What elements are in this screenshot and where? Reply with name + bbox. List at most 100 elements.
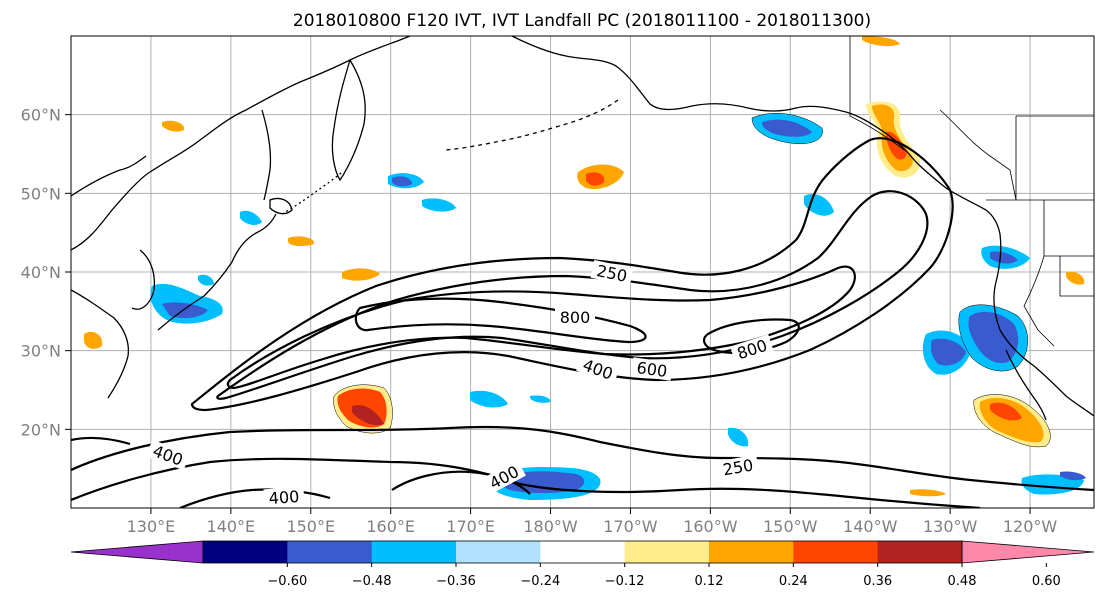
shade-blob: [1060, 471, 1086, 481]
colorbar-tick-label: 0.36: [863, 574, 892, 589]
lon-tick-label: 170°E: [446, 517, 495, 536]
contour-400-hawaii: [391, 470, 531, 495]
border-states: [1023, 200, 1094, 347]
lon-tick-label: 150°W: [763, 517, 818, 536]
colorbar-tick-label: 0.48: [948, 574, 977, 589]
colorbar-swatch: [456, 541, 541, 563]
contour-label: 800: [560, 308, 591, 327]
shade-blob: [162, 302, 208, 318]
shade-blob: [530, 395, 551, 403]
colorbar-tick-label: −0.36: [436, 574, 476, 589]
colorbar-tick-label: −0.24: [520, 574, 560, 589]
lon-tick-label: 130°E: [127, 517, 176, 536]
shade-blob: [342, 268, 380, 281]
colorbar-swatch: [371, 541, 457, 563]
latitude-axis: 20°N 30°N 40°N 50°N 60°N: [21, 106, 71, 439]
lon-tick-label: 140°W: [843, 517, 898, 536]
coast-japan: [157, 213, 277, 331]
coast-na-west: [993, 233, 1094, 417]
lat-tick-label: 40°N: [21, 263, 61, 282]
border-provinces: [1015, 115, 1094, 200]
coast-japan-hokkaido: [269, 197, 293, 215]
longitude-axis: 130°E 140°E 150°E 160°E 170°E 180°W 170°W 160°W…: [127, 508, 1058, 536]
political-borders: [849, 36, 1094, 347]
figure-title: 2018010800 F120 IVT, IVT Landfall PC (20…: [293, 11, 871, 31]
coast-kuril: [281, 171, 343, 215]
contour-600: [226, 265, 856, 390]
colorbar-swatch: [203, 541, 288, 563]
contour-label-bg: [263, 486, 305, 508]
shade-blob: [910, 489, 946, 497]
contour-800-east: [703, 318, 800, 354]
shade-blob: [586, 172, 605, 186]
coast-aleutians: [445, 99, 619, 151]
lon-tick-label: 170°W: [603, 517, 658, 536]
pc-shading: [84, 36, 1086, 500]
colorbar-tick-label: 0.24: [779, 574, 808, 589]
lon-tick-label: 140°E: [207, 517, 256, 536]
colorbar-extend-low: [70, 540, 204, 564]
shade-blob: [288, 236, 315, 247]
contour-wnp-small: [71, 436, 131, 446]
border-bc-alberta: [939, 109, 1017, 201]
contour-800-west: [354, 297, 647, 344]
shade-blob: [762, 119, 812, 137]
colorbar-swatch: [624, 541, 710, 563]
colorbar-tick-label: 0.12: [695, 574, 724, 589]
colorbar-tick-label: −0.12: [605, 574, 645, 589]
coast-sakhalin: [261, 109, 272, 201]
shade-blob: [240, 210, 262, 225]
coastlines: [71, 36, 1094, 421]
colorbar-swatch: [287, 541, 373, 563]
contour-label-bg: [630, 357, 674, 381]
shade-blob: [84, 331, 103, 349]
contour-label-bg: [730, 334, 774, 364]
contour-label-bg: [590, 260, 634, 286]
colorbar-swatch: [709, 541, 794, 563]
shade-blob: [930, 338, 966, 366]
coast-baja: [1005, 349, 1047, 421]
lon-tick-label: 120°W: [1003, 517, 1058, 536]
shade-blob: [162, 120, 185, 132]
ivt-contours: [71, 137, 1094, 508]
shade-blob: [392, 176, 412, 187]
lon-tick-label: 180°W: [523, 517, 578, 536]
shade-blob: [470, 390, 508, 408]
colorbar-tick-label: 0.60: [1032, 574, 1061, 589]
contour-label: 600: [635, 358, 668, 381]
coast-asia-2: [71, 155, 147, 197]
coast-kamchatka: [331, 59, 366, 182]
coast-korea: [131, 249, 156, 310]
contour-400-southwest: [179, 488, 331, 508]
shade-blob: [422, 198, 456, 212]
contour-label-bg: [146, 439, 190, 471]
lon-tick-label: 160°E: [366, 517, 415, 536]
colorbar-swatch: [540, 541, 626, 563]
contour-400-inner: [216, 190, 929, 400]
colorbar-swatch: [793, 541, 879, 563]
lon-tick-label: 160°W: [683, 517, 738, 536]
shade-blob: [352, 404, 384, 426]
coast-china: [71, 289, 130, 399]
contour-label-bg: [576, 353, 620, 385]
contour-label-bg: [716, 454, 760, 480]
shade-blob: [862, 36, 900, 47]
lat-tick-label: 60°N: [21, 106, 61, 125]
shade-blob: [990, 251, 1018, 264]
lat-tick-label: 30°N: [21, 342, 61, 361]
lat-tick-label: 20°N: [21, 420, 61, 439]
contour-250-outer: [190, 137, 954, 412]
shade-blob: [198, 274, 214, 286]
colorbar: −0.60 −0.48 −0.36 −0.24 −0.12 0.12 0.24 0.36 0.4…: [70, 540, 1095, 589]
lat-tick-label: 50°N: [21, 184, 61, 203]
border-alaska-canada: [849, 36, 905, 151]
lon-tick-label: 150°E: [286, 517, 335, 536]
contour-label-bg: [482, 459, 526, 495]
shade-blob: [990, 402, 1022, 421]
shade-blob: [1066, 271, 1085, 285]
contour-label-bg: [555, 308, 595, 326]
contour-label: 400: [268, 487, 300, 508]
colorbar-extend-high: [961, 540, 1095, 564]
lon-tick-label: 130°W: [923, 517, 978, 536]
